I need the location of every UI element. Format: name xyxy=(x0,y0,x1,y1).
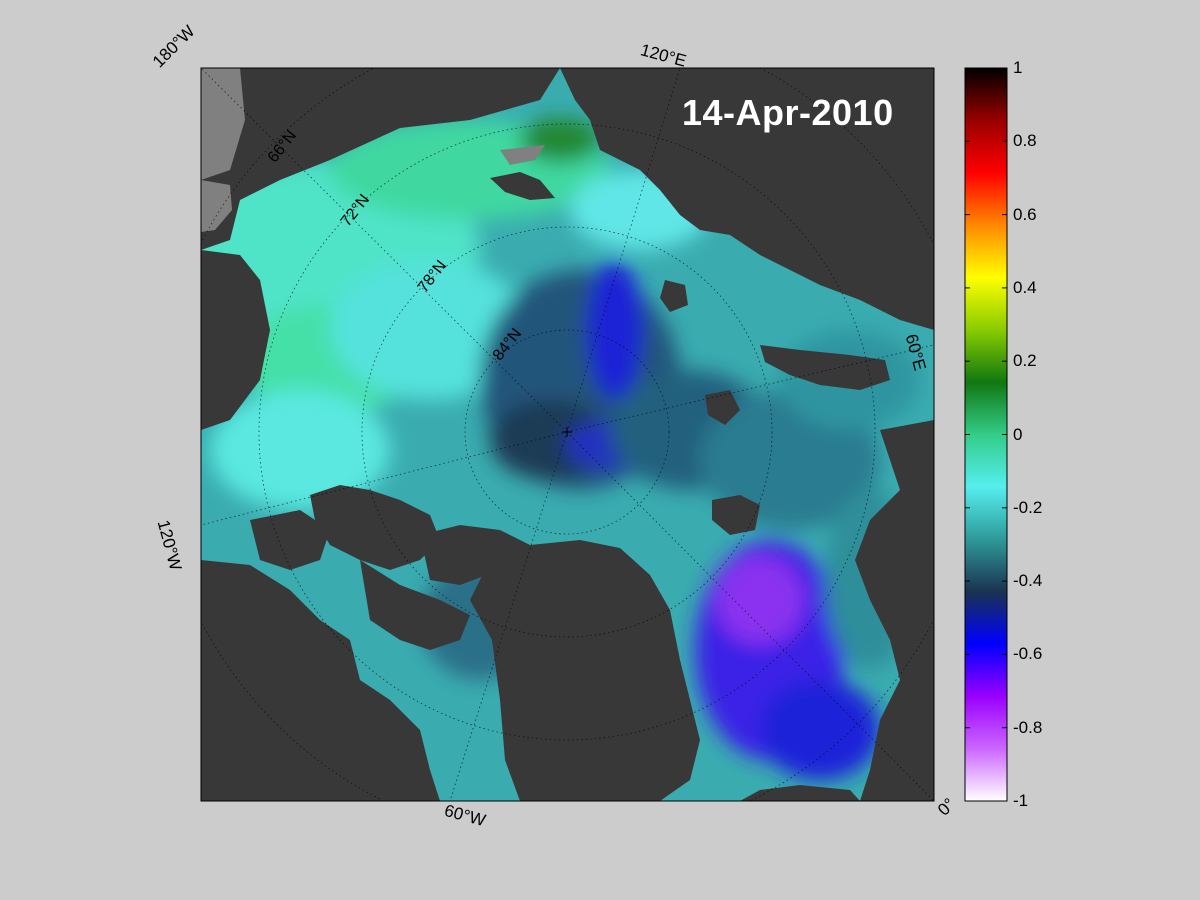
colorbar-tick-label: 0.4 xyxy=(1013,277,1037,297)
map-area xyxy=(201,68,934,801)
colorbar-tick-marks xyxy=(965,67,1007,802)
colorbar-gradient xyxy=(964,67,1008,802)
colorbar-tick-label: 0.6 xyxy=(1013,204,1037,224)
colorbar-tick-label: -0.6 xyxy=(1013,644,1043,664)
colorbar-tick-label: 1 xyxy=(1013,58,1023,77)
colorbar-tick-label: 0.2 xyxy=(1013,351,1037,371)
colorbar-tick-label: 0.8 xyxy=(1013,131,1037,151)
colorbar xyxy=(964,67,1008,802)
north-pole-marker xyxy=(562,427,572,437)
graticule xyxy=(201,68,934,801)
colorbar-tick-label: -0.4 xyxy=(1013,571,1043,591)
colorbar-tick-label: 0 xyxy=(1013,424,1023,444)
colorbar-tick-label: -0.8 xyxy=(1013,717,1043,737)
map-frame xyxy=(200,67,935,802)
colorbar-tick-label: -0.2 xyxy=(1013,497,1043,517)
date-label: 14-Apr-2010 xyxy=(682,92,894,133)
no-data xyxy=(201,68,545,232)
colorbar-tick-label: -1 xyxy=(1013,791,1029,810)
land xyxy=(201,68,934,801)
